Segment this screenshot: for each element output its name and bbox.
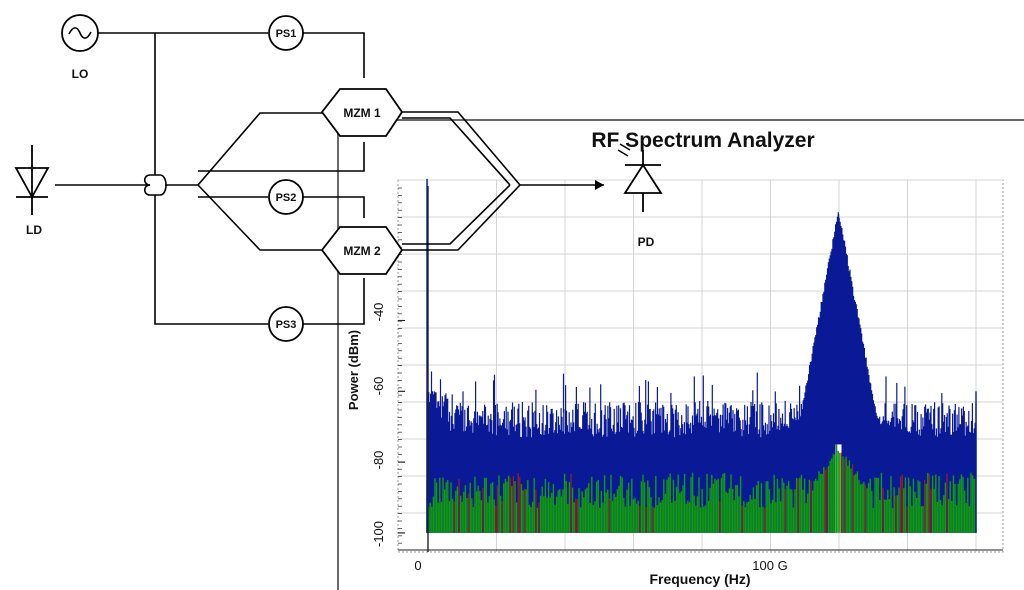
combiner-lower <box>402 184 521 251</box>
y-tick-label-80: -80 <box>371 451 386 470</box>
plot-axes <box>398 186 1003 552</box>
pd-photodiode-icon <box>623 163 663 194</box>
x-tick-label-0: 0 <box>414 558 421 573</box>
y-axis-title: Power (dBm) <box>346 330 361 410</box>
mzm2-label: MZM 2 <box>343 244 381 258</box>
ld-to-mzm1-bias <box>198 142 365 172</box>
combiner-upper-inner <box>402 117 511 186</box>
x-axis-title: Frequency (Hz) <box>649 571 750 587</box>
optical-schematic: LO PS1 PS2 PS3 LD MZM 1 MZM 2 <box>14 14 663 342</box>
x-tick-label-100g: 100 G <box>752 558 787 573</box>
combiner-upper <box>402 111 521 186</box>
lo-wire-trunk-lower <box>154 195 268 325</box>
y-tick-label-40: -40 <box>371 303 386 322</box>
ps1-to-mzm1 <box>303 32 365 78</box>
splitter-upper-arm <box>197 112 326 186</box>
light-rays-icon <box>617 143 631 157</box>
pd-label: PD <box>638 235 655 249</box>
lo-label: LO <box>72 67 89 81</box>
ps1-label: PS1 <box>276 28 297 40</box>
analyzer-title: RF Spectrum Analyzer <box>591 129 814 152</box>
ld-label: LD <box>26 223 42 237</box>
ps2-to-mzm2 <box>303 196 365 218</box>
splitter-lower-arm <box>197 184 326 251</box>
y-tick-label-100: -100 <box>371 521 386 547</box>
ps3-label: PS3 <box>276 319 297 331</box>
spectrum-traces <box>426 178 977 533</box>
combiner-lower-inner <box>402 184 511 245</box>
wire-crossover <box>143 174 167 196</box>
ps2-label: PS2 <box>276 192 297 204</box>
noise-trace-red <box>453 452 948 533</box>
ps3-to-mzm2 <box>303 278 365 325</box>
y-tick-label-60: -60 <box>371 377 386 396</box>
spectrum-plot: -40 -60 -80 -100 Power (dBm) 0 100 G Fre… <box>346 178 1004 587</box>
arrow-head-icon <box>595 180 604 190</box>
sine-wave-icon <box>68 27 92 39</box>
mzm1-label: MZM 1 <box>343 106 381 120</box>
